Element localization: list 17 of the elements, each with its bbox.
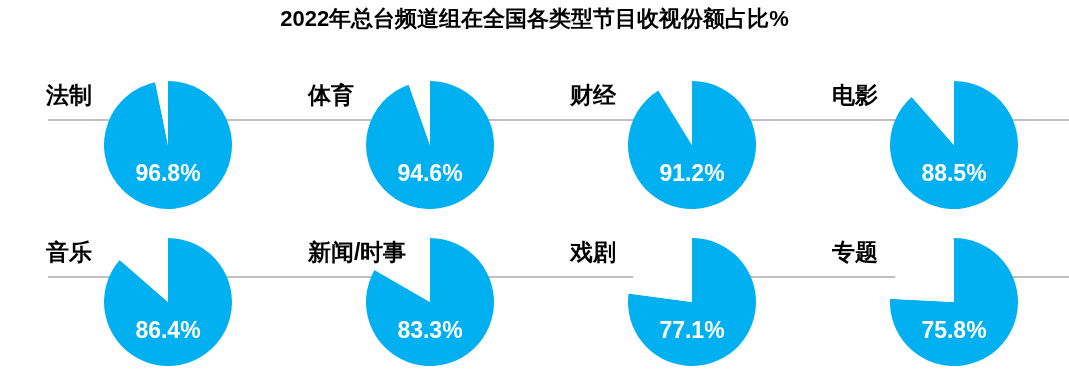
data-label: 96.8% (135, 160, 201, 186)
chart-title: 法制 (46, 80, 94, 111)
chart-title: 音乐 (46, 237, 94, 268)
chart-title: 新闻/时事 (308, 237, 409, 268)
data-label: 77.1% (659, 317, 725, 343)
chart-title: 戏剧 (570, 237, 618, 268)
chart-title: 电影 (832, 80, 880, 111)
chart-title: 财经 (570, 80, 618, 111)
text: 2022年总台频道组在全国各类型节目收视份额占比% (279, 5, 790, 33)
data-label: 83.3% (397, 317, 463, 343)
data-label: 88.5% (921, 160, 987, 186)
data-label: 94.6% (397, 160, 463, 186)
data-label: 86.4% (135, 317, 201, 343)
data-label: 75.8% (921, 317, 987, 343)
data-label: 91.2% (659, 160, 725, 186)
chart-title: 专题 (832, 237, 880, 268)
chart-title: 体育 (308, 80, 356, 111)
